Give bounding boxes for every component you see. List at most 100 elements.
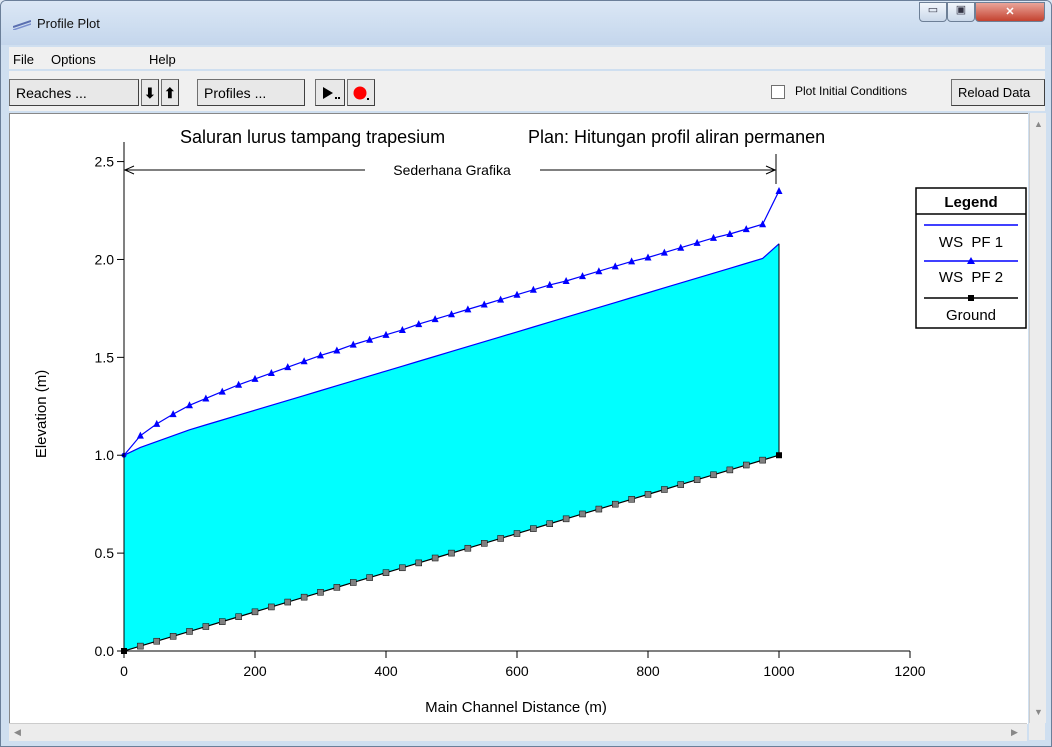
scroll-left-icon[interactable]: ◀: [14, 727, 21, 737]
ground-point: [693, 476, 701, 483]
ws-pf2-point: [579, 272, 586, 280]
ws-pf2-point: [398, 325, 406, 333]
menu-bar: File Options Help: [9, 47, 1045, 69]
ws-pf2-point: [628, 257, 636, 265]
ws-pf2-point: [710, 233, 717, 241]
x-axis-label: Main Channel Distance (m): [425, 699, 607, 716]
profiles-button-label: Profiles ...: [204, 85, 267, 101]
ground-point: [350, 579, 357, 586]
ground-point: [612, 500, 619, 508]
legend: Legend WS PF 1 WS PF 2 Ground: [915, 187, 1027, 329]
ws-pf2-point: [202, 394, 210, 402]
move-up-button[interactable]: ⬆: [161, 79, 179, 106]
down-arrow-icon: ⬇: [144, 85, 156, 101]
ws-pf2-point: [775, 186, 783, 194]
reaches-button[interactable]: Reaches ...: [9, 79, 139, 106]
ground-point: [268, 603, 275, 611]
close-button[interactable]: ✕: [975, 2, 1045, 22]
ground-point: [415, 559, 422, 567]
ws-pf2-point: [382, 330, 390, 338]
ws-pf2-point: [267, 369, 275, 377]
ws-pf2-point: [448, 310, 455, 318]
legend-title: Legend: [944, 194, 997, 211]
reach-extent-left-arrow: [124, 165, 135, 175]
record-button[interactable]: [347, 79, 375, 106]
animate-button[interactable]: [315, 79, 345, 106]
play-icon: [323, 87, 340, 99]
scroll-right-icon[interactable]: ▶: [1011, 727, 1018, 737]
ground-point: [661, 486, 668, 493]
ws-pf2-point: [529, 285, 537, 293]
ws-pf2-point: [415, 320, 423, 328]
profile-plot-chart: 0 200 400 600 800 1000 12000.00.51.01.52.02.5 …: [33, 127, 1027, 716]
up-arrow-icon: ⬆: [164, 85, 176, 101]
x-tick-label: 1000: [763, 663, 794, 679]
title-bar: Profile Plot ▭ ▣ ✕: [1, 1, 1051, 45]
minimize-button[interactable]: ▭: [919, 2, 947, 22]
record-icon: [353, 86, 369, 100]
plot-canvas: 0 200 400 600 800 1000 1200 0.0 0.5 1.0 1.5 2.0 2.5 …: [9, 113, 1028, 724]
ws-pf2-point: [235, 380, 243, 388]
y-tick-label: 1.5: [95, 349, 115, 365]
minimize-icon: ▭: [927, 4, 939, 16]
x-tick-label: 400: [374, 663, 398, 679]
reach-extent-right-arrow: [765, 165, 776, 175]
ground-point: [235, 613, 242, 620]
ground-point: [513, 530, 521, 537]
ground-point: [497, 535, 504, 542]
ground-point: [137, 642, 144, 650]
scroll-corner: [1029, 723, 1045, 740]
legend-ws-pf2-triangle-marker: [967, 257, 975, 264]
ground-point: [562, 515, 570, 523]
ground-point: [464, 544, 472, 552]
reach-name: Sederhana Grafika: [393, 162, 511, 178]
window-title: Profile Plot: [37, 16, 100, 31]
ws-pf2-point: [349, 340, 357, 348]
legend-ground-square-marker: [968, 295, 974, 301]
ground-point: [284, 598, 291, 606]
scroll-down-icon[interactable]: ▼: [1034, 707, 1043, 717]
ws-pf2-point: [251, 374, 259, 382]
legend-entry-ws-pf1: WS PF 1: [939, 234, 1003, 251]
y-tick-label: 1.0: [95, 447, 115, 463]
ws-pf2-point: [300, 357, 308, 365]
ground-point: [677, 481, 684, 488]
ws-pf2-point: [136, 431, 144, 439]
x-tick-label: 200: [243, 663, 267, 679]
ground-point: [595, 505, 603, 513]
vertical-scrollbar[interactable]: ▲ ▼: [1029, 113, 1046, 723]
ground-point: [399, 564, 406, 572]
menu-help[interactable]: Help: [149, 52, 176, 67]
scroll-up-icon[interactable]: ▲: [1034, 119, 1043, 129]
ground-point: [186, 628, 193, 635]
reload-data-button[interactable]: Reload Data: [951, 79, 1045, 106]
menu-file[interactable]: File: [13, 52, 34, 67]
ws-pf2-point: [693, 238, 701, 246]
ws-pf2-point: [562, 276, 570, 284]
ws-pf2-point: [366, 335, 374, 343]
toolbar: Reaches ... ⬇ ⬆ Profiles ... Plot Initia…: [9, 71, 1045, 111]
maximize-icon: ▣: [955, 4, 967, 16]
ground-point: [153, 637, 160, 645]
profiles-button[interactable]: Profiles ...: [197, 79, 305, 106]
menu-options[interactable]: Options: [51, 52, 96, 67]
ground-point: [628, 496, 635, 503]
ws-pf2-point: [497, 295, 505, 303]
ground-point: [448, 549, 455, 557]
ws-pf2-point: [546, 280, 554, 288]
reload-data-label: Reload Data: [958, 85, 1031, 100]
ws-pf2-point: [644, 253, 652, 261]
legend-entry-ws-pf2: WS PF 2: [939, 269, 1003, 286]
maximize-button[interactable]: ▣: [947, 2, 975, 22]
ground-point: [726, 466, 734, 474]
ws-pf2-point: [317, 351, 324, 359]
ground-point: [317, 589, 324, 596]
ground-point: [481, 540, 488, 547]
ws-pf2-point: [660, 248, 668, 256]
plot-initial-conditions-checkbox[interactable]: [771, 85, 785, 99]
reaches-button-label: Reaches ...: [16, 85, 87, 101]
plot-initial-conditions-label: Plot Initial Conditions: [795, 84, 908, 98]
horizontal-scrollbar[interactable]: ◀ ▶: [9, 723, 1027, 741]
move-down-button[interactable]: ⬇: [141, 79, 159, 106]
